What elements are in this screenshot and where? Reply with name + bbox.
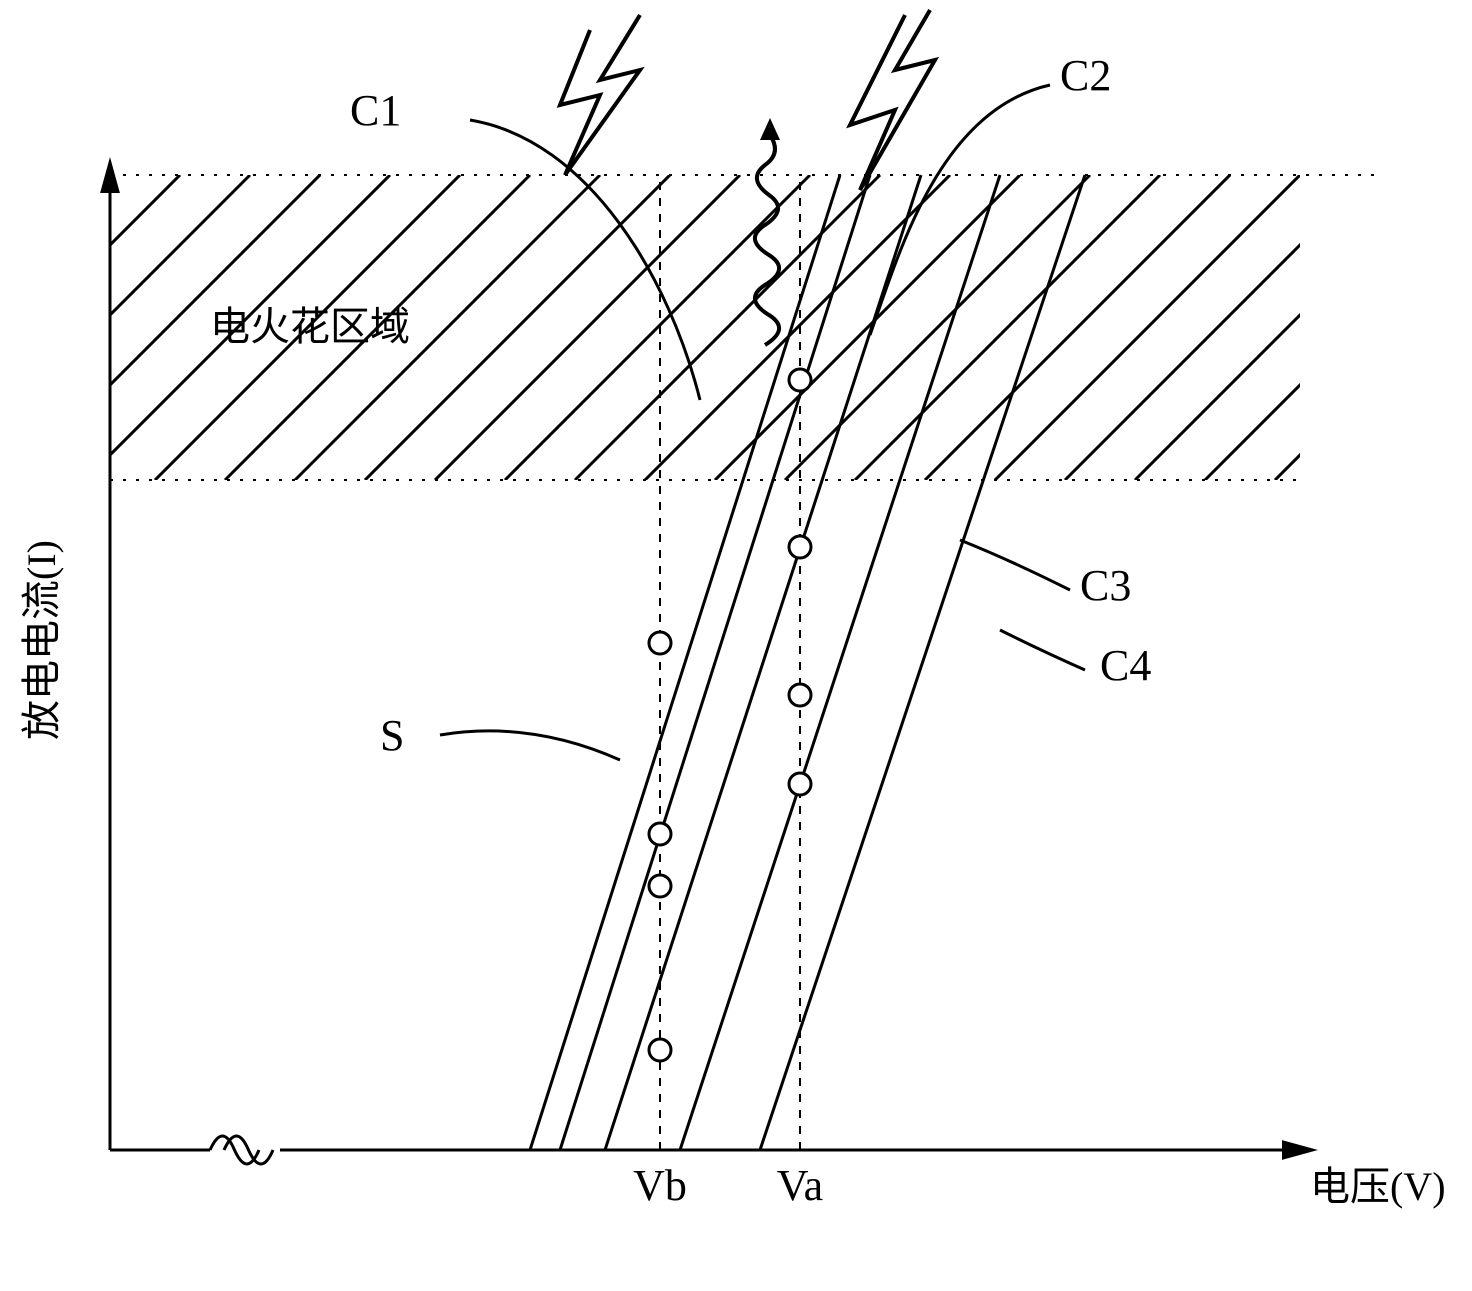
lightning-icon <box>850 10 935 190</box>
callout-label-c3: C3 <box>1080 561 1131 610</box>
curves-group <box>530 175 1085 1150</box>
xtick-label-va: Va <box>777 1161 823 1210</box>
spark-region-label: 电火花区域 <box>210 304 410 349</box>
lightning-icon <box>560 15 640 175</box>
callout-leader-c4 <box>1000 630 1085 670</box>
x-axis-arrow <box>1282 1140 1318 1160</box>
curve-c1 <box>530 175 840 1150</box>
y-axis-arrow <box>100 157 120 193</box>
data-marker <box>789 369 811 391</box>
data-marker <box>649 632 671 654</box>
wiggle-arrow-icon <box>760 118 780 140</box>
markers-group <box>649 369 811 1061</box>
y-axis-label: 放电电流(I) <box>19 540 64 740</box>
wiggle-line <box>755 135 779 345</box>
data-marker <box>649 1039 671 1061</box>
data-marker <box>789 536 811 558</box>
curve-c3 <box>680 175 1000 1150</box>
callout-leader-c3 <box>960 540 1070 590</box>
curve-c4 <box>760 175 1085 1150</box>
data-marker <box>789 773 811 795</box>
curve-s <box>560 175 870 1150</box>
x-axis-label: 电压(V) <box>1310 1164 1446 1209</box>
callout-label-s: S <box>380 711 404 760</box>
callout-leader-s <box>440 731 620 760</box>
callout-label-c2: C2 <box>1060 51 1111 100</box>
axis-break-mask <box>210 1134 280 1166</box>
callout-label-c1: C1 <box>350 86 401 135</box>
data-marker <box>649 823 671 845</box>
callout-label-c4: C4 <box>1100 641 1151 690</box>
xtick-label-vb: Vb <box>633 1161 687 1210</box>
data-marker <box>789 684 811 706</box>
data-marker <box>649 875 671 897</box>
